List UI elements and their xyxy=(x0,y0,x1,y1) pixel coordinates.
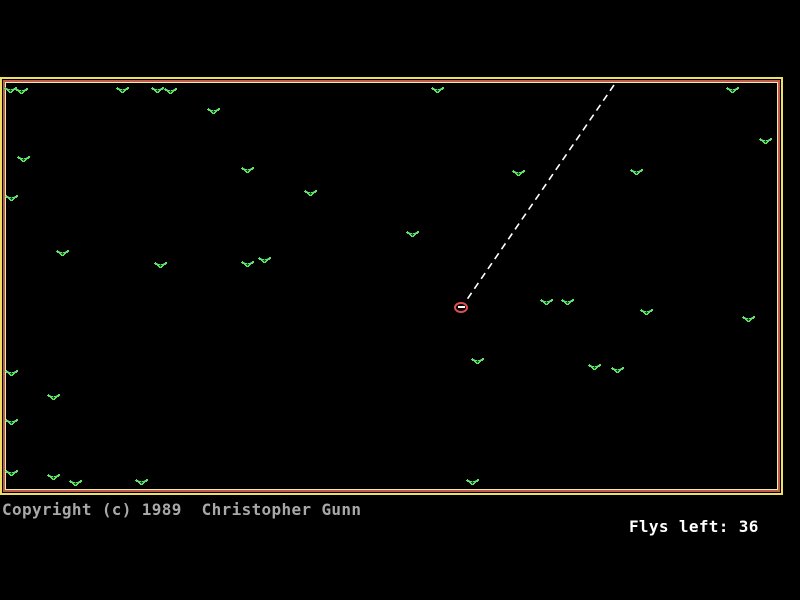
fly-sprite[interactable] xyxy=(742,316,755,322)
fly-sprite[interactable] xyxy=(207,108,220,114)
fly-sprite[interactable] xyxy=(258,257,271,263)
playfield[interactable] xyxy=(0,77,783,495)
fly-sprite[interactable] xyxy=(151,87,164,93)
flys-left-count: 36 xyxy=(738,517,759,536)
fly-sprite[interactable] xyxy=(47,394,60,400)
playfield-border-outer xyxy=(0,77,783,495)
fly-sprite[interactable] xyxy=(15,88,28,94)
fly-sprite[interactable] xyxy=(164,88,177,94)
fly-sprite[interactable] xyxy=(512,170,525,176)
fly-sprite[interactable] xyxy=(304,190,317,196)
fly-sprite[interactable] xyxy=(561,299,574,305)
fly-sprite[interactable] xyxy=(135,479,148,485)
fly-sprite[interactable] xyxy=(47,474,60,480)
fly-sprite[interactable] xyxy=(406,231,419,237)
fly-sprite[interactable] xyxy=(69,480,82,486)
playfield-border-inner xyxy=(5,82,778,490)
fly-sprite[interactable] xyxy=(241,261,254,267)
fly-sprite[interactable] xyxy=(431,87,444,93)
fly-sprite[interactable] xyxy=(471,358,484,364)
fly-sprite[interactable] xyxy=(611,367,624,373)
fly-sprite[interactable] xyxy=(5,370,18,376)
fly-sprite[interactable] xyxy=(466,479,479,485)
flys-left-label: Flys left: xyxy=(628,517,739,536)
fly-sprite[interactable] xyxy=(154,262,167,268)
fly-sprite[interactable] xyxy=(5,419,18,425)
fly-sprite[interactable] xyxy=(5,195,18,201)
flys-left-status: Flys left: 36 xyxy=(589,501,759,552)
playfield-border-middle xyxy=(3,80,780,492)
fly-sprite[interactable] xyxy=(726,87,739,93)
fly-sprite[interactable] xyxy=(241,167,254,173)
fly-sprite[interactable] xyxy=(588,364,601,370)
copyright-text: Copyright (c) 1989 Christopher Gunn xyxy=(2,500,362,519)
fly-sprite[interactable] xyxy=(116,87,129,93)
fly-sprite[interactable] xyxy=(540,299,553,305)
fly-sprite[interactable] xyxy=(640,309,653,315)
fly-sprite[interactable] xyxy=(759,138,772,144)
fly-sprite[interactable] xyxy=(5,470,18,476)
mouth-bar xyxy=(458,306,465,308)
mouth-target xyxy=(454,302,468,313)
fly-sprite[interactable] xyxy=(17,156,30,162)
fly-sprite[interactable] xyxy=(56,250,69,256)
fly-sprite[interactable] xyxy=(630,169,643,175)
